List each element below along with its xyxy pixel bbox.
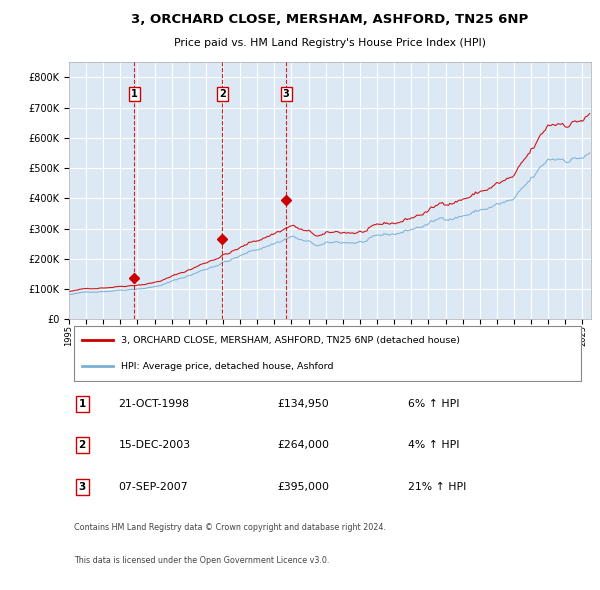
Text: 1: 1 [79, 399, 86, 409]
Text: 3, ORCHARD CLOSE, MERSHAM, ASHFORD, TN25 6NP (detached house): 3, ORCHARD CLOSE, MERSHAM, ASHFORD, TN25… [121, 336, 460, 345]
FancyBboxPatch shape [74, 326, 581, 381]
Text: £134,950: £134,950 [278, 399, 329, 409]
Text: 21-OCT-1998: 21-OCT-1998 [119, 399, 190, 409]
Text: Price paid vs. HM Land Registry's House Price Index (HPI): Price paid vs. HM Land Registry's House … [174, 38, 486, 48]
Text: 21% ↑ HPI: 21% ↑ HPI [409, 482, 467, 492]
Text: £264,000: £264,000 [278, 440, 330, 450]
Text: 3, ORCHARD CLOSE, MERSHAM, ASHFORD, TN25 6NP: 3, ORCHARD CLOSE, MERSHAM, ASHFORD, TN25… [131, 13, 529, 26]
Text: 6% ↑ HPI: 6% ↑ HPI [409, 399, 460, 409]
Text: 4% ↑ HPI: 4% ↑ HPI [409, 440, 460, 450]
Text: 15-DEC-2003: 15-DEC-2003 [119, 440, 191, 450]
Text: HPI: Average price, detached house, Ashford: HPI: Average price, detached house, Ashf… [121, 362, 334, 371]
Text: Contains HM Land Registry data © Crown copyright and database right 2024.: Contains HM Land Registry data © Crown c… [74, 523, 386, 532]
Text: 2: 2 [219, 89, 226, 99]
Text: 07-SEP-2007: 07-SEP-2007 [119, 482, 188, 492]
Text: 3: 3 [283, 89, 290, 99]
Text: 2: 2 [79, 440, 86, 450]
Text: £395,000: £395,000 [278, 482, 330, 492]
Text: This data is licensed under the Open Government Licence v3.0.: This data is licensed under the Open Gov… [74, 556, 329, 565]
Text: 3: 3 [79, 482, 86, 492]
Text: 1: 1 [131, 89, 137, 99]
